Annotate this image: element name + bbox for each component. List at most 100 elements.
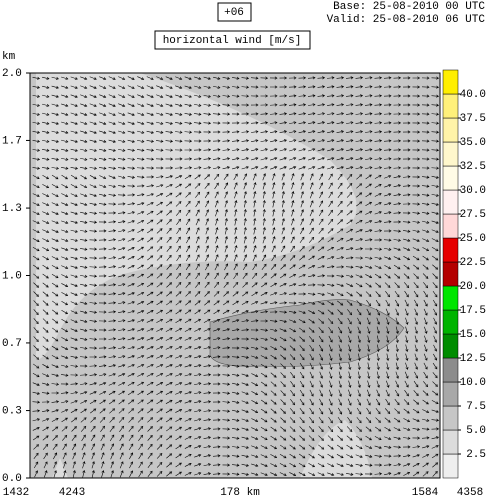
wind-arrow — [175, 409, 182, 413]
colorbar-bin — [442, 429, 459, 455]
wind-arrow — [291, 173, 294, 181]
wind-arrow-head — [113, 166, 117, 170]
wind-arrow-head — [405, 321, 409, 325]
wind-arrow-head — [386, 303, 390, 307]
wind-arrow — [137, 94, 144, 98]
wind-arrow — [365, 229, 372, 233]
wind-arrow — [79, 239, 88, 241]
wind-arrow — [194, 346, 201, 350]
wind-arrow-head — [262, 208, 266, 212]
wind-arrow-head — [189, 130, 193, 134]
wind-arrow-head — [84, 157, 88, 161]
wind-arrow-head — [436, 166, 440, 170]
wind-arrow-head — [169, 282, 172, 286]
wind-arrow — [108, 399, 116, 405]
wind-arrow — [51, 247, 59, 251]
lead: +06 — [224, 7, 244, 19]
wind-arrow — [260, 148, 268, 152]
wind-arrow-head — [72, 470, 76, 474]
wind-arrow — [61, 426, 68, 432]
wind-arrow-head — [45, 452, 48, 456]
wind-arrow — [298, 453, 306, 459]
wind-arrow — [405, 353, 408, 361]
wind-arrow — [91, 452, 95, 460]
wind-arrow — [204, 300, 210, 306]
wind-arrow — [377, 344, 379, 352]
wind-arrow — [308, 274, 315, 278]
wind-arrow-head — [169, 192, 173, 196]
wind-arrow-head — [65, 284, 69, 288]
wind-arrow-head — [45, 284, 49, 288]
wind-arrow — [365, 274, 372, 278]
wind-arrow-head — [265, 94, 269, 98]
wind-arrow-head — [187, 245, 191, 249]
wind-arrow-head — [74, 391, 78, 395]
wind-arrow — [156, 246, 163, 252]
wind-arrow-head — [122, 122, 126, 125]
wind-arrow — [61, 85, 68, 89]
wind-arrow-head — [264, 437, 268, 441]
wind-arrow — [383, 221, 392, 223]
wind-arrow — [356, 201, 362, 207]
wind-arrow-head — [274, 121, 278, 125]
wind-arrow — [108, 275, 116, 277]
wind-arrow-head — [207, 436, 211, 440]
wind-arrow — [348, 353, 351, 361]
wind-arrow-head — [330, 218, 334, 222]
wind-arrow-head — [379, 157, 383, 161]
wind-arrow-head — [246, 328, 250, 332]
wind-arrow — [184, 382, 192, 386]
wind-arrow — [232, 300, 239, 306]
wind-arrow-head — [101, 434, 105, 438]
wind-arrow — [90, 417, 96, 423]
wind-arrow-head — [291, 227, 295, 231]
wind-arrow-head — [217, 472, 221, 476]
wind-arrow-head — [150, 363, 154, 367]
wind-arrow-head — [368, 420, 372, 424]
wind-arrow — [70, 247, 78, 251]
wind-arrow — [374, 158, 382, 160]
wind-arrow — [118, 238, 125, 242]
wind-arrow — [108, 356, 116, 358]
wind-arrow-head — [350, 265, 354, 269]
wind-arrow-head — [168, 236, 172, 240]
wind-arrow-head — [65, 230, 69, 233]
wind-arrow — [146, 140, 154, 142]
wind-arrow — [99, 94, 106, 98]
wind-arrow — [289, 264, 296, 270]
wind-arrow-head — [207, 472, 212, 476]
wind-arrow — [262, 173, 266, 181]
wind-arrow — [290, 245, 295, 253]
wind-arrow-head — [435, 409, 439, 413]
wind-arrow-head — [321, 320, 325, 324]
wind-arrow-head — [131, 273, 135, 277]
wind-arrow — [212, 356, 221, 358]
wind-arrow-head — [405, 303, 409, 307]
wind-arrow-head — [416, 427, 420, 431]
wind-arrow — [51, 291, 59, 297]
wind-arrow-head — [36, 426, 40, 430]
wind-arrow-head — [301, 200, 304, 204]
wind-arrow-head — [122, 175, 126, 179]
wind-arrow-head — [179, 336, 183, 340]
wind-arrow-head — [197, 183, 201, 187]
wind-arrow — [421, 176, 430, 178]
wind-arrow — [155, 149, 164, 151]
wind-arrow-head — [386, 348, 390, 353]
wind-arrow — [80, 112, 87, 116]
wind-arrow-head — [255, 346, 259, 350]
wind-arrow-head — [348, 366, 352, 370]
wind-arrow — [260, 166, 268, 170]
wind-arrow-head — [36, 148, 41, 152]
wind-arrow — [241, 436, 249, 440]
wind-arrow — [205, 200, 209, 208]
wind-arrow-head — [378, 174, 382, 178]
wind-arrow — [433, 317, 437, 325]
wind-arrow-head — [179, 166, 183, 170]
wind-arrow — [356, 291, 362, 297]
wind-arrow-head — [55, 426, 59, 430]
wind-arrow-head — [273, 374, 277, 378]
wind-arrow-head — [206, 263, 210, 267]
wind-arrow — [367, 326, 370, 334]
wind-arrow-head — [236, 319, 240, 323]
